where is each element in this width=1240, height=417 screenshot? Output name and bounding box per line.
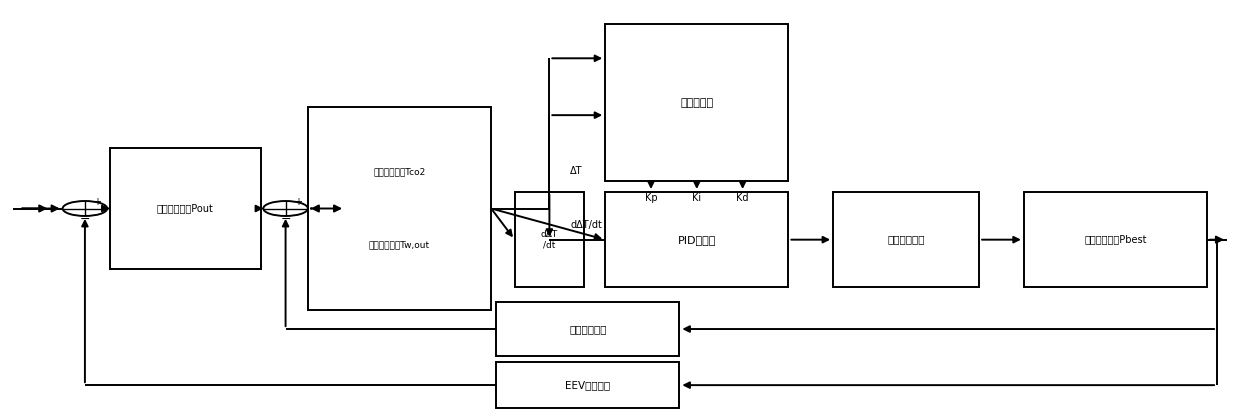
Text: −: − bbox=[280, 213, 291, 226]
Text: 气冷出口温度Tco2: 气冷出口温度Tco2 bbox=[373, 167, 425, 176]
Text: +: + bbox=[93, 197, 102, 207]
Bar bbox=[496, 362, 680, 408]
Bar bbox=[109, 148, 260, 269]
Text: dΔT/dt: dΔT/dt bbox=[570, 220, 603, 230]
Text: 二通阀调节器: 二通阀调节器 bbox=[888, 235, 925, 245]
Text: +: + bbox=[294, 197, 301, 207]
Text: dΔT
/dt: dΔT /dt bbox=[541, 230, 558, 249]
Bar bbox=[1024, 192, 1207, 287]
Text: 模糊控制器: 模糊控制器 bbox=[681, 98, 713, 108]
Bar bbox=[496, 302, 680, 356]
Text: ΔT: ΔT bbox=[570, 166, 583, 176]
Text: Kd: Kd bbox=[737, 193, 749, 203]
Bar bbox=[605, 192, 789, 287]
Text: 温度采集单元: 温度采集单元 bbox=[569, 324, 606, 334]
Bar bbox=[833, 192, 980, 287]
Bar bbox=[308, 107, 491, 310]
Text: PID控制器: PID控制器 bbox=[677, 235, 715, 245]
Bar bbox=[605, 23, 789, 181]
Text: EEV调节装置: EEV调节装置 bbox=[565, 380, 610, 390]
Text: 气冷进水温度Tw,out: 气冷进水温度Tw,out bbox=[370, 241, 430, 250]
Bar bbox=[515, 192, 584, 287]
Text: Ki: Ki bbox=[692, 193, 702, 203]
Text: Kp: Kp bbox=[645, 193, 657, 203]
Text: 系统最优排压Pbest: 系统最优排压Pbest bbox=[1084, 235, 1147, 245]
Text: 系统排气压力Pout: 系统排气压力Pout bbox=[156, 203, 213, 214]
Text: −: − bbox=[79, 213, 91, 226]
